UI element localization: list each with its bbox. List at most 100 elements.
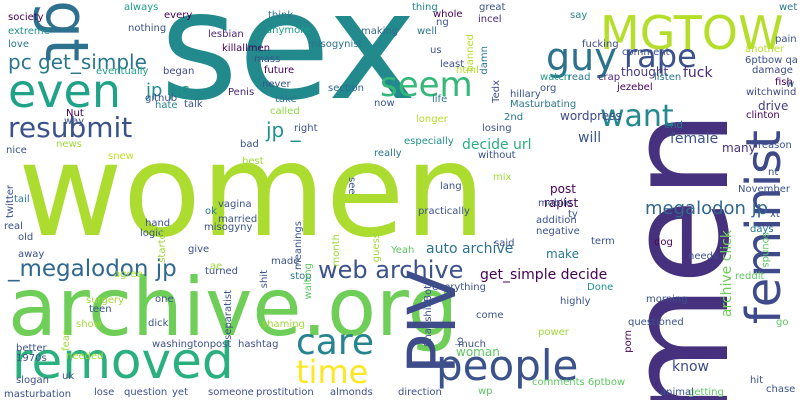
word: away xyxy=(18,249,45,260)
word: said xyxy=(494,238,515,249)
word: Tedx xyxy=(491,80,502,103)
word: vagina xyxy=(218,199,252,210)
word: direction xyxy=(398,387,442,398)
word: porn xyxy=(623,330,634,353)
word: everything xyxy=(432,282,486,293)
word: misogyny xyxy=(204,222,253,233)
word: ok xyxy=(205,206,217,217)
word: made xyxy=(271,256,300,267)
word: old xyxy=(18,232,34,243)
word: resubmit xyxy=(8,111,133,144)
word: many xyxy=(722,141,756,155)
word: io xyxy=(455,337,466,346)
word: hand xyxy=(145,218,171,229)
word: listen xyxy=(654,72,682,83)
word: web archive xyxy=(318,256,464,284)
word: say xyxy=(570,10,588,21)
word: crap xyxy=(598,72,621,83)
word: rape xyxy=(624,37,697,75)
word: questioned xyxy=(628,317,684,328)
word: people xyxy=(436,341,579,390)
word: killallmen xyxy=(222,43,271,54)
word: eventually xyxy=(96,66,149,77)
word: seem xyxy=(380,65,473,105)
word: witchwind xyxy=(746,87,797,98)
word: dick xyxy=(148,318,169,329)
word: right xyxy=(294,123,318,134)
word: tail xyxy=(14,194,30,205)
word: animal xyxy=(660,387,694,398)
word: damage xyxy=(752,65,793,76)
word: best xyxy=(242,156,264,167)
word: thing xyxy=(412,2,438,13)
word: see xyxy=(346,177,357,195)
word: prostitution xyxy=(256,387,314,398)
word: org xyxy=(540,83,557,94)
word: snew xyxy=(108,151,134,162)
word: question xyxy=(124,387,168,398)
word: women xyxy=(18,117,486,266)
word: fucking xyxy=(582,39,619,50)
word: chase xyxy=(766,384,796,395)
word: jp _ xyxy=(266,118,301,142)
word: hate xyxy=(155,100,178,111)
word: archive click xyxy=(719,230,735,318)
word: mix xyxy=(493,172,512,183)
word: negative xyxy=(536,226,580,237)
word: woman xyxy=(456,345,500,359)
word: even xyxy=(8,64,121,118)
word: us xyxy=(430,45,442,56)
word: wet xyxy=(779,2,798,13)
word: great xyxy=(479,2,506,13)
word: misogynist xyxy=(308,39,363,50)
word: news xyxy=(56,139,82,150)
word: better xyxy=(16,343,47,354)
word: losing xyxy=(482,123,512,134)
word: well xyxy=(417,26,437,37)
word: much xyxy=(458,339,486,350)
word: lang xyxy=(440,181,462,192)
word: section xyxy=(328,83,365,94)
word: Masturbating xyxy=(510,99,577,110)
word: show xyxy=(76,319,102,330)
word: every xyxy=(164,10,193,21)
word: know xyxy=(672,359,709,375)
word: care xyxy=(296,322,375,363)
word: yet xyxy=(172,387,188,398)
word: one xyxy=(155,294,174,305)
word: sounds xyxy=(760,232,771,268)
word: fish xyxy=(775,77,793,88)
word: time xyxy=(296,353,369,391)
word: bad xyxy=(240,139,259,150)
word: comments 6ptbow xyxy=(532,377,626,388)
word: removed xyxy=(12,332,234,390)
word: washingtonpost xyxy=(152,339,232,350)
word: longer xyxy=(416,114,448,125)
word: life xyxy=(432,94,448,105)
word: Nut xyxy=(66,108,84,119)
word: jp pc xyxy=(146,80,190,101)
word: whole xyxy=(433,9,463,20)
word: term xyxy=(591,236,615,247)
word: least xyxy=(440,59,465,70)
word: married xyxy=(218,214,258,225)
word: power xyxy=(538,327,569,338)
word: 1970s xyxy=(16,353,47,364)
word: rapist xyxy=(544,196,579,210)
word: almonds xyxy=(330,387,373,398)
word: ty xyxy=(568,209,578,220)
word: future xyxy=(264,65,295,76)
word: auto archive xyxy=(426,241,514,257)
word: fear xyxy=(61,331,72,351)
word: love xyxy=(8,39,29,50)
word: SnapshillBot xyxy=(423,285,434,347)
word: needs xyxy=(688,251,719,262)
word: anymore xyxy=(266,25,311,36)
word: dog xyxy=(654,237,673,248)
word: megalodon jp xyxy=(645,198,769,219)
word: MGTOW xyxy=(600,6,784,60)
word: Yeah xyxy=(391,245,415,256)
word: extreme xyxy=(8,26,50,37)
word: ae xyxy=(210,261,223,272)
